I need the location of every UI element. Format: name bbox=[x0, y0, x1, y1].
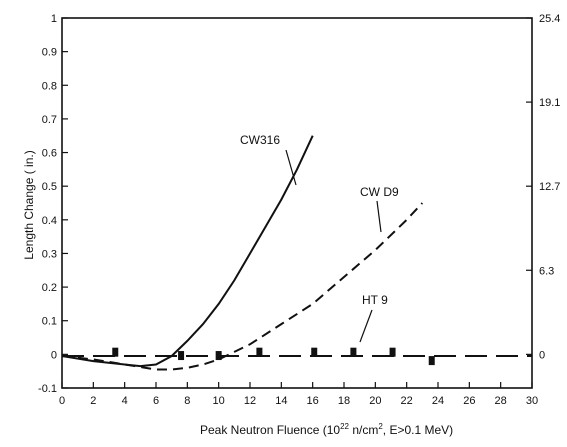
x-axis-title-part2: n/cm bbox=[349, 423, 378, 437]
plot-axes bbox=[61, 17, 533, 389]
data-marker bbox=[428, 356, 435, 366]
x-tick-label: 8 bbox=[184, 395, 190, 407]
y-tick-label: 0.7 bbox=[42, 114, 57, 126]
x-axis-title-sup2: 2 bbox=[378, 422, 383, 431]
y-tick-label: 0.4 bbox=[42, 215, 57, 227]
data-markers bbox=[112, 347, 435, 366]
y2-tick-label: 6.3 bbox=[539, 265, 554, 277]
data-marker bbox=[311, 347, 318, 357]
y-tick-label: 0.8 bbox=[42, 80, 57, 92]
data-marker bbox=[350, 347, 357, 357]
y2-tick-label: 25.4 bbox=[539, 13, 560, 25]
leader-cw316 bbox=[285, 149, 297, 186]
data-marker bbox=[256, 347, 263, 357]
y-tick-label: 0.3 bbox=[42, 248, 57, 260]
series-curves bbox=[61, 135, 532, 371]
x-tick-label: 14 bbox=[275, 395, 287, 407]
y2-axis-ticks: 25.4 19.1 12.7 6.3 0 bbox=[526, 13, 560, 361]
x-axis-title-part1: Peak Neutron Fluence (10 bbox=[200, 423, 340, 437]
series-line-cw316 bbox=[61, 135, 314, 368]
series-label-cw316: CW316 bbox=[240, 133, 280, 147]
x-tick-label: 30 bbox=[526, 395, 538, 407]
data-marker bbox=[112, 347, 119, 357]
y2-tick-label: 19.1 bbox=[539, 97, 560, 109]
data-marker bbox=[178, 351, 185, 361]
x-tick-label: 6 bbox=[153, 395, 159, 407]
x-tick-label: 10 bbox=[213, 395, 225, 407]
series-label-ht9: HT 9 bbox=[362, 293, 388, 307]
data-marker bbox=[215, 351, 222, 361]
x-tick-label: 16 bbox=[307, 395, 319, 407]
x-tick-label: 0 bbox=[59, 395, 65, 407]
y-tick-label: -0.1 bbox=[38, 383, 57, 395]
y2-tick-label: 0 bbox=[539, 349, 545, 361]
y-tick-label: 1 bbox=[51, 13, 57, 25]
x-axis-ticks: 0 2 4 6 8 10 12 14 16 18 20 22 24 26 28 30 bbox=[59, 382, 538, 407]
data-marker bbox=[389, 347, 396, 357]
y-tick-label: 0.2 bbox=[42, 282, 57, 294]
y-tick-label: 0.6 bbox=[42, 148, 57, 160]
x-tick-label: 22 bbox=[401, 395, 413, 407]
x-axis-title: Peak Neutron Fluence (1022 n/cm2, E>0.1 … bbox=[200, 422, 453, 437]
series-labels: CW316 CW D9 HT 9 bbox=[240, 133, 399, 343]
y-tick-label: 0.1 bbox=[42, 316, 57, 328]
x-tick-label: 4 bbox=[122, 395, 128, 407]
y2-tick-label: 12.7 bbox=[539, 181, 560, 193]
leader-ht9 bbox=[359, 309, 373, 343]
x-tick-label: 28 bbox=[495, 395, 507, 407]
y-tick-label: 0 bbox=[51, 349, 57, 361]
y-axis-title: Length Change ( in.) bbox=[22, 150, 36, 259]
x-tick-label: 26 bbox=[463, 395, 475, 407]
series-label-cwd9: CW D9 bbox=[360, 185, 399, 199]
x-tick-label: 2 bbox=[90, 395, 96, 407]
leader-cwd9 bbox=[376, 200, 382, 233]
series-line-cw-d9 bbox=[61, 202, 424, 371]
plot-frame bbox=[61, 17, 533, 389]
x-axis-title-part3: , E>0.1 MeV) bbox=[383, 423, 453, 437]
y-tick-label: 0.9 bbox=[42, 47, 57, 59]
x-tick-label: 18 bbox=[338, 395, 350, 407]
x-tick-label: 24 bbox=[432, 395, 444, 407]
x-axis-title-sup1: 22 bbox=[340, 422, 349, 431]
x-tick-label: 20 bbox=[369, 395, 381, 407]
y-axis-ticks: -0.1 0 0.1 0.2 0.3 0.4 0.5 0.6 0.7 0.8 0.9 1 bbox=[38, 13, 68, 395]
y-tick-label: 0.5 bbox=[42, 181, 57, 193]
x-tick-label: 12 bbox=[244, 395, 256, 407]
